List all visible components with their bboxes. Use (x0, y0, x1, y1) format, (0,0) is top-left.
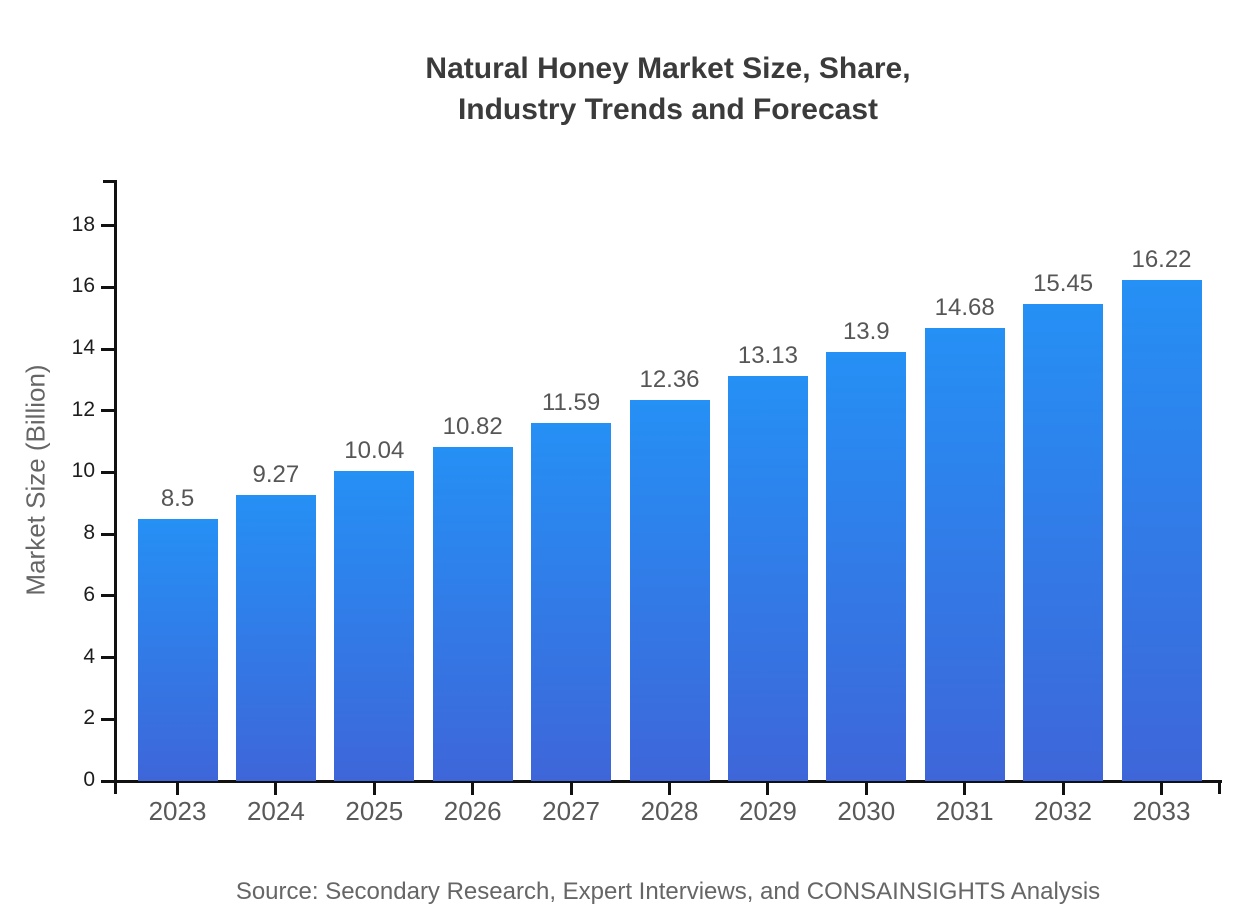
x-tick-label: 2027 (542, 796, 601, 826)
bar (924, 328, 1005, 781)
x-tick-label: 2028 (640, 796, 699, 826)
bar-value-label: 13.9 (842, 318, 890, 346)
bar-value-label: 8.5 (160, 484, 195, 512)
bar-value-label: 14.68 (934, 294, 995, 322)
x-tick (1160, 782, 1163, 795)
y-tick-label: 6 (83, 582, 95, 606)
bar (727, 375, 808, 781)
y-tick (101, 717, 114, 721)
bar-value-label: 9.27 (252, 460, 300, 488)
y-tick (101, 409, 114, 413)
y-tick (101, 532, 114, 536)
y-tick (101, 779, 114, 783)
x-tick (274, 782, 278, 795)
chart-title: Natural Honey Market Size, Share, Industr… (78, 48, 1258, 130)
y-tick-label: 10 (71, 459, 95, 483)
x-tick-label: 2030 (837, 796, 896, 826)
y-tick-label: 4 (83, 644, 95, 668)
x-tick-label: 2033 (1132, 796, 1191, 826)
y-axis-line (114, 180, 117, 794)
x-tick (766, 782, 770, 795)
bar (531, 423, 612, 781)
x-tick (569, 782, 573, 795)
y-tick (101, 594, 114, 598)
y-tick (101, 285, 114, 289)
y-tick-label: 12 (71, 397, 95, 421)
chart-title-line1: Natural Honey Market Size, Share, (425, 52, 911, 85)
bar-value-label: 10.04 (344, 437, 405, 465)
bar (629, 399, 710, 781)
x-tick (471, 782, 475, 795)
x-tick-label: 2032 (1034, 796, 1093, 826)
y-tick-label: 14 (71, 336, 95, 359)
y-tick-label: 0 (83, 768, 95, 791)
bar (826, 352, 907, 781)
bar (137, 518, 218, 781)
bar (235, 494, 316, 781)
chart-title-line2: Industry Trends and Forecast (457, 93, 879, 126)
bar (334, 471, 415, 781)
y-axis-end-cap (103, 180, 115, 183)
y-tick-label: 8 (83, 521, 95, 545)
bar (1023, 304, 1104, 781)
bar-value-label: 13.13 (737, 341, 798, 369)
x-tick (668, 782, 671, 795)
x-tick (1061, 782, 1065, 795)
x-tick-label: 2024 (246, 796, 305, 826)
y-tick (101, 470, 114, 474)
x-tick (963, 782, 967, 795)
x-axis-end-cap (1218, 780, 1221, 794)
bar-value-label: 11.59 (541, 389, 601, 417)
bar (1121, 280, 1202, 781)
y-tick (101, 224, 114, 228)
y-tick (101, 656, 114, 660)
x-tick-label: 2023 (148, 796, 207, 826)
x-tick-label: 2029 (738, 796, 797, 826)
source-note: Source: Secondary Research, Expert Inter… (235, 878, 1101, 905)
x-tick (864, 782, 868, 795)
bar-value-label: 16.22 (1131, 246, 1192, 274)
y-tick-label: 18 (71, 212, 95, 236)
bar-value-label: 10.82 (442, 413, 503, 441)
y-tick-label: 16 (71, 274, 95, 298)
x-tick (372, 782, 376, 795)
x-tick-label: 2025 (345, 796, 404, 826)
y-tick (101, 347, 114, 351)
bar-value-label: 15.45 (1033, 270, 1094, 298)
x-tick-label: 2026 (443, 796, 502, 826)
bar (432, 447, 513, 781)
bar-value-label: 12.36 (639, 365, 700, 393)
x-axis-line (104, 780, 1222, 783)
x-tick (176, 782, 179, 795)
x-tick-label: 2031 (935, 796, 994, 826)
y-tick-label: 2 (83, 706, 95, 730)
